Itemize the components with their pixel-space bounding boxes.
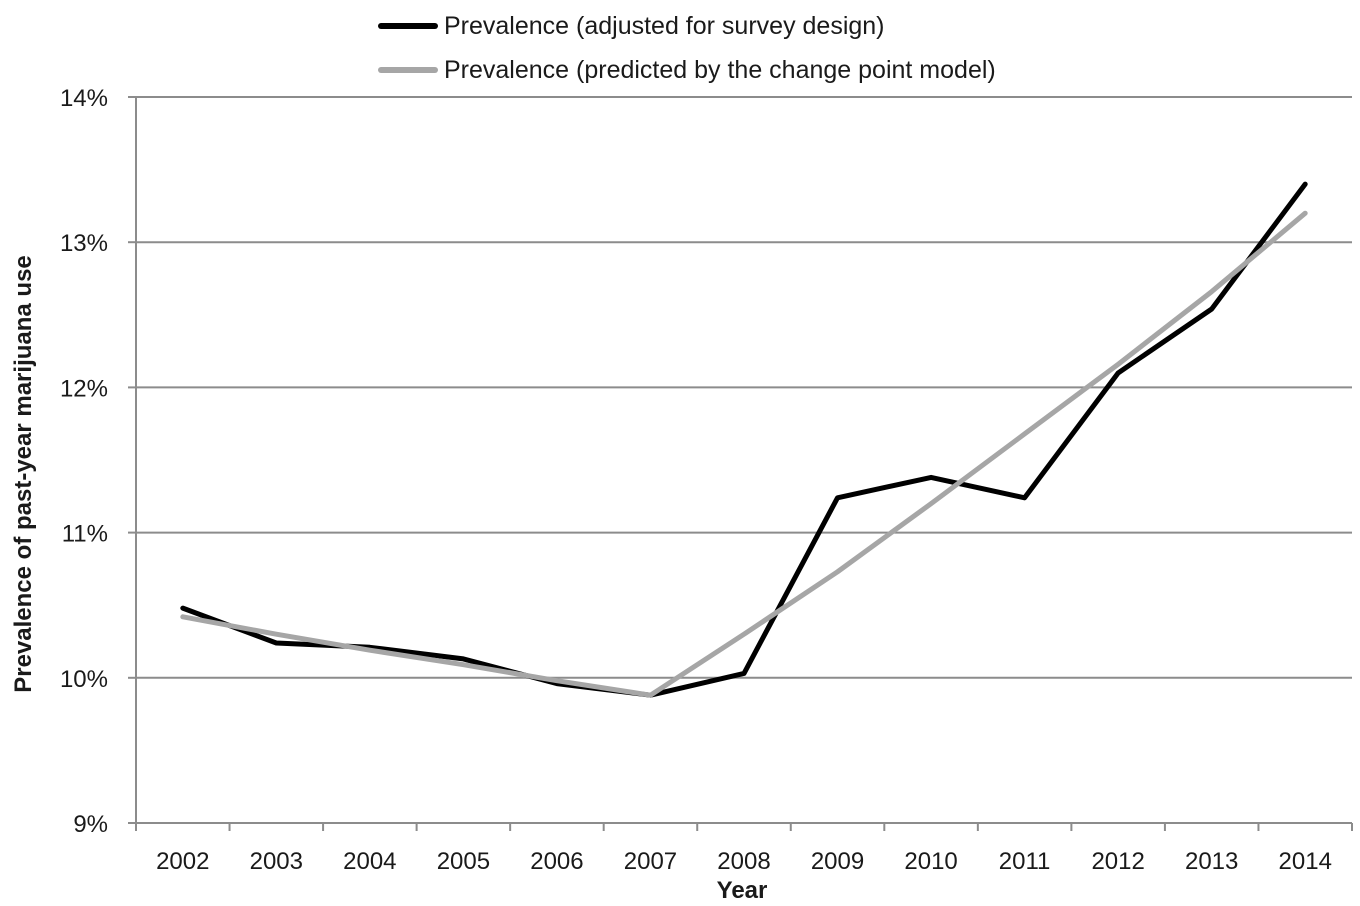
y-tick-label: 11% <box>62 521 108 548</box>
y-tick-label: 13% <box>60 230 108 257</box>
x-tick-label: 2007 <box>624 848 677 875</box>
legend-label-predicted: Prevalence (predicted by the change poin… <box>444 55 996 84</box>
legend-item-adjusted: Prevalence (adjusted for survey design) <box>378 4 996 48</box>
y-tick-label: 9% <box>73 811 108 838</box>
legend-swatch-adjusted <box>378 23 438 29</box>
series-lines <box>180 181 1308 698</box>
x-tick-label: 2010 <box>904 848 957 875</box>
legend-swatch-predicted <box>378 67 438 73</box>
x-tick-label: 2005 <box>437 848 490 875</box>
x-tick-label: 2009 <box>811 848 864 875</box>
gridlines <box>136 96 1352 679</box>
y-tick-label: 12% <box>60 375 108 402</box>
y-tick-label: 14% <box>60 85 108 112</box>
legend: Prevalence (adjusted for survey design) … <box>378 4 996 92</box>
series-line-predicted <box>180 210 1308 698</box>
x-tick-label: 2008 <box>717 848 770 875</box>
series-line-adjusted <box>180 181 1308 698</box>
x-tick-label: 2002 <box>156 848 209 875</box>
x-tick-label: 2006 <box>530 848 583 875</box>
x-tick-label: 2012 <box>1091 848 1144 875</box>
legend-item-predicted: Prevalence (predicted by the change poin… <box>378 48 996 92</box>
x-axis-title: Year <box>717 877 768 904</box>
x-tick-label: 2004 <box>343 848 396 875</box>
y-axis-title: Prevalence of past-year marijuana use <box>10 255 37 693</box>
x-tick-label: 2014 <box>1279 848 1332 875</box>
x-tick-label: 2013 <box>1185 848 1238 875</box>
tick-labels: 9% 10% 11% 12% 13% 14% 2002 2003 2004 2005 2006 200… <box>60 85 1332 875</box>
x-tick-label: 2003 <box>250 848 303 875</box>
legend-label-adjusted: Prevalence (adjusted for survey design) <box>444 11 885 40</box>
y-tick-label: 10% <box>60 666 108 693</box>
x-tick-label: 2011 <box>999 848 1051 875</box>
axes <box>128 96 1353 831</box>
